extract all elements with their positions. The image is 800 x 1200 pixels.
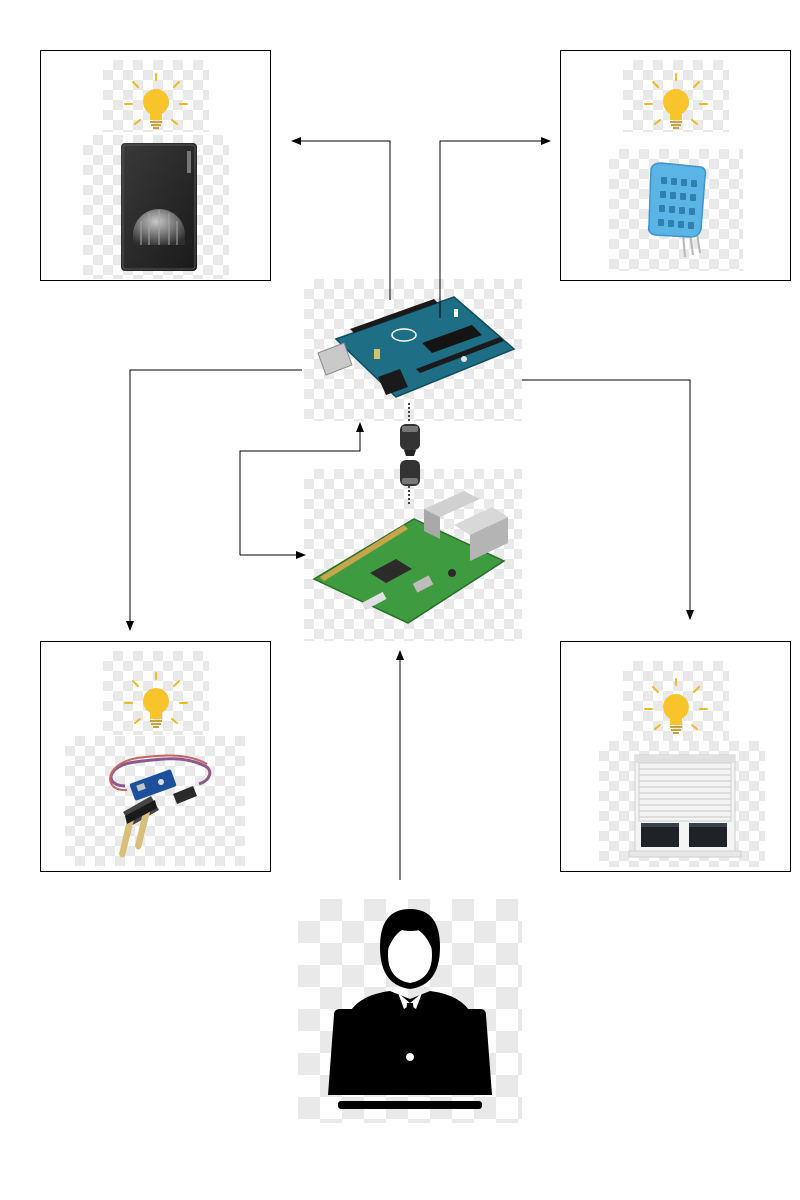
bulb-tile xyxy=(623,661,729,741)
arduino-tile xyxy=(304,279,522,421)
arduino-board-icon xyxy=(317,296,516,398)
soil-moisture-sensor-tile xyxy=(65,736,245,866)
light-bulb-icon xyxy=(644,678,708,734)
light-bulb-icon xyxy=(124,672,188,728)
soil-moisture-sensor-box xyxy=(40,641,271,872)
arrow-arduino-to-motion-sensor xyxy=(291,137,391,300)
user-laptop-icon xyxy=(328,909,492,1109)
motion-sensor-box xyxy=(40,50,271,281)
light-bulb-icon xyxy=(644,73,708,129)
user-tile xyxy=(298,899,522,1123)
dht11-humidity-sensor-icon xyxy=(647,162,707,258)
light-bulb-icon xyxy=(124,73,188,129)
window-shutter-tile xyxy=(599,741,765,867)
raspberry-pi-board-icon xyxy=(312,491,508,624)
soil-moisture-sensor-icon xyxy=(109,754,212,858)
motion-sensor-tile xyxy=(83,135,229,279)
arrow-arduino-to-window-shutter xyxy=(522,379,694,620)
bulb-tile xyxy=(103,60,209,132)
window-shutter-box xyxy=(560,641,791,872)
arrow-arduino-to-soil-sensor xyxy=(126,369,302,631)
bulb-tile xyxy=(623,60,729,132)
humidity-sensor-tile xyxy=(609,149,743,271)
raspberry-pi-tile xyxy=(304,469,522,641)
bulb-tile xyxy=(103,651,209,735)
roller-shutter-icon xyxy=(628,754,742,858)
pir-motion-sensor-icon xyxy=(121,143,197,271)
humidity-sensor-box xyxy=(560,50,791,281)
